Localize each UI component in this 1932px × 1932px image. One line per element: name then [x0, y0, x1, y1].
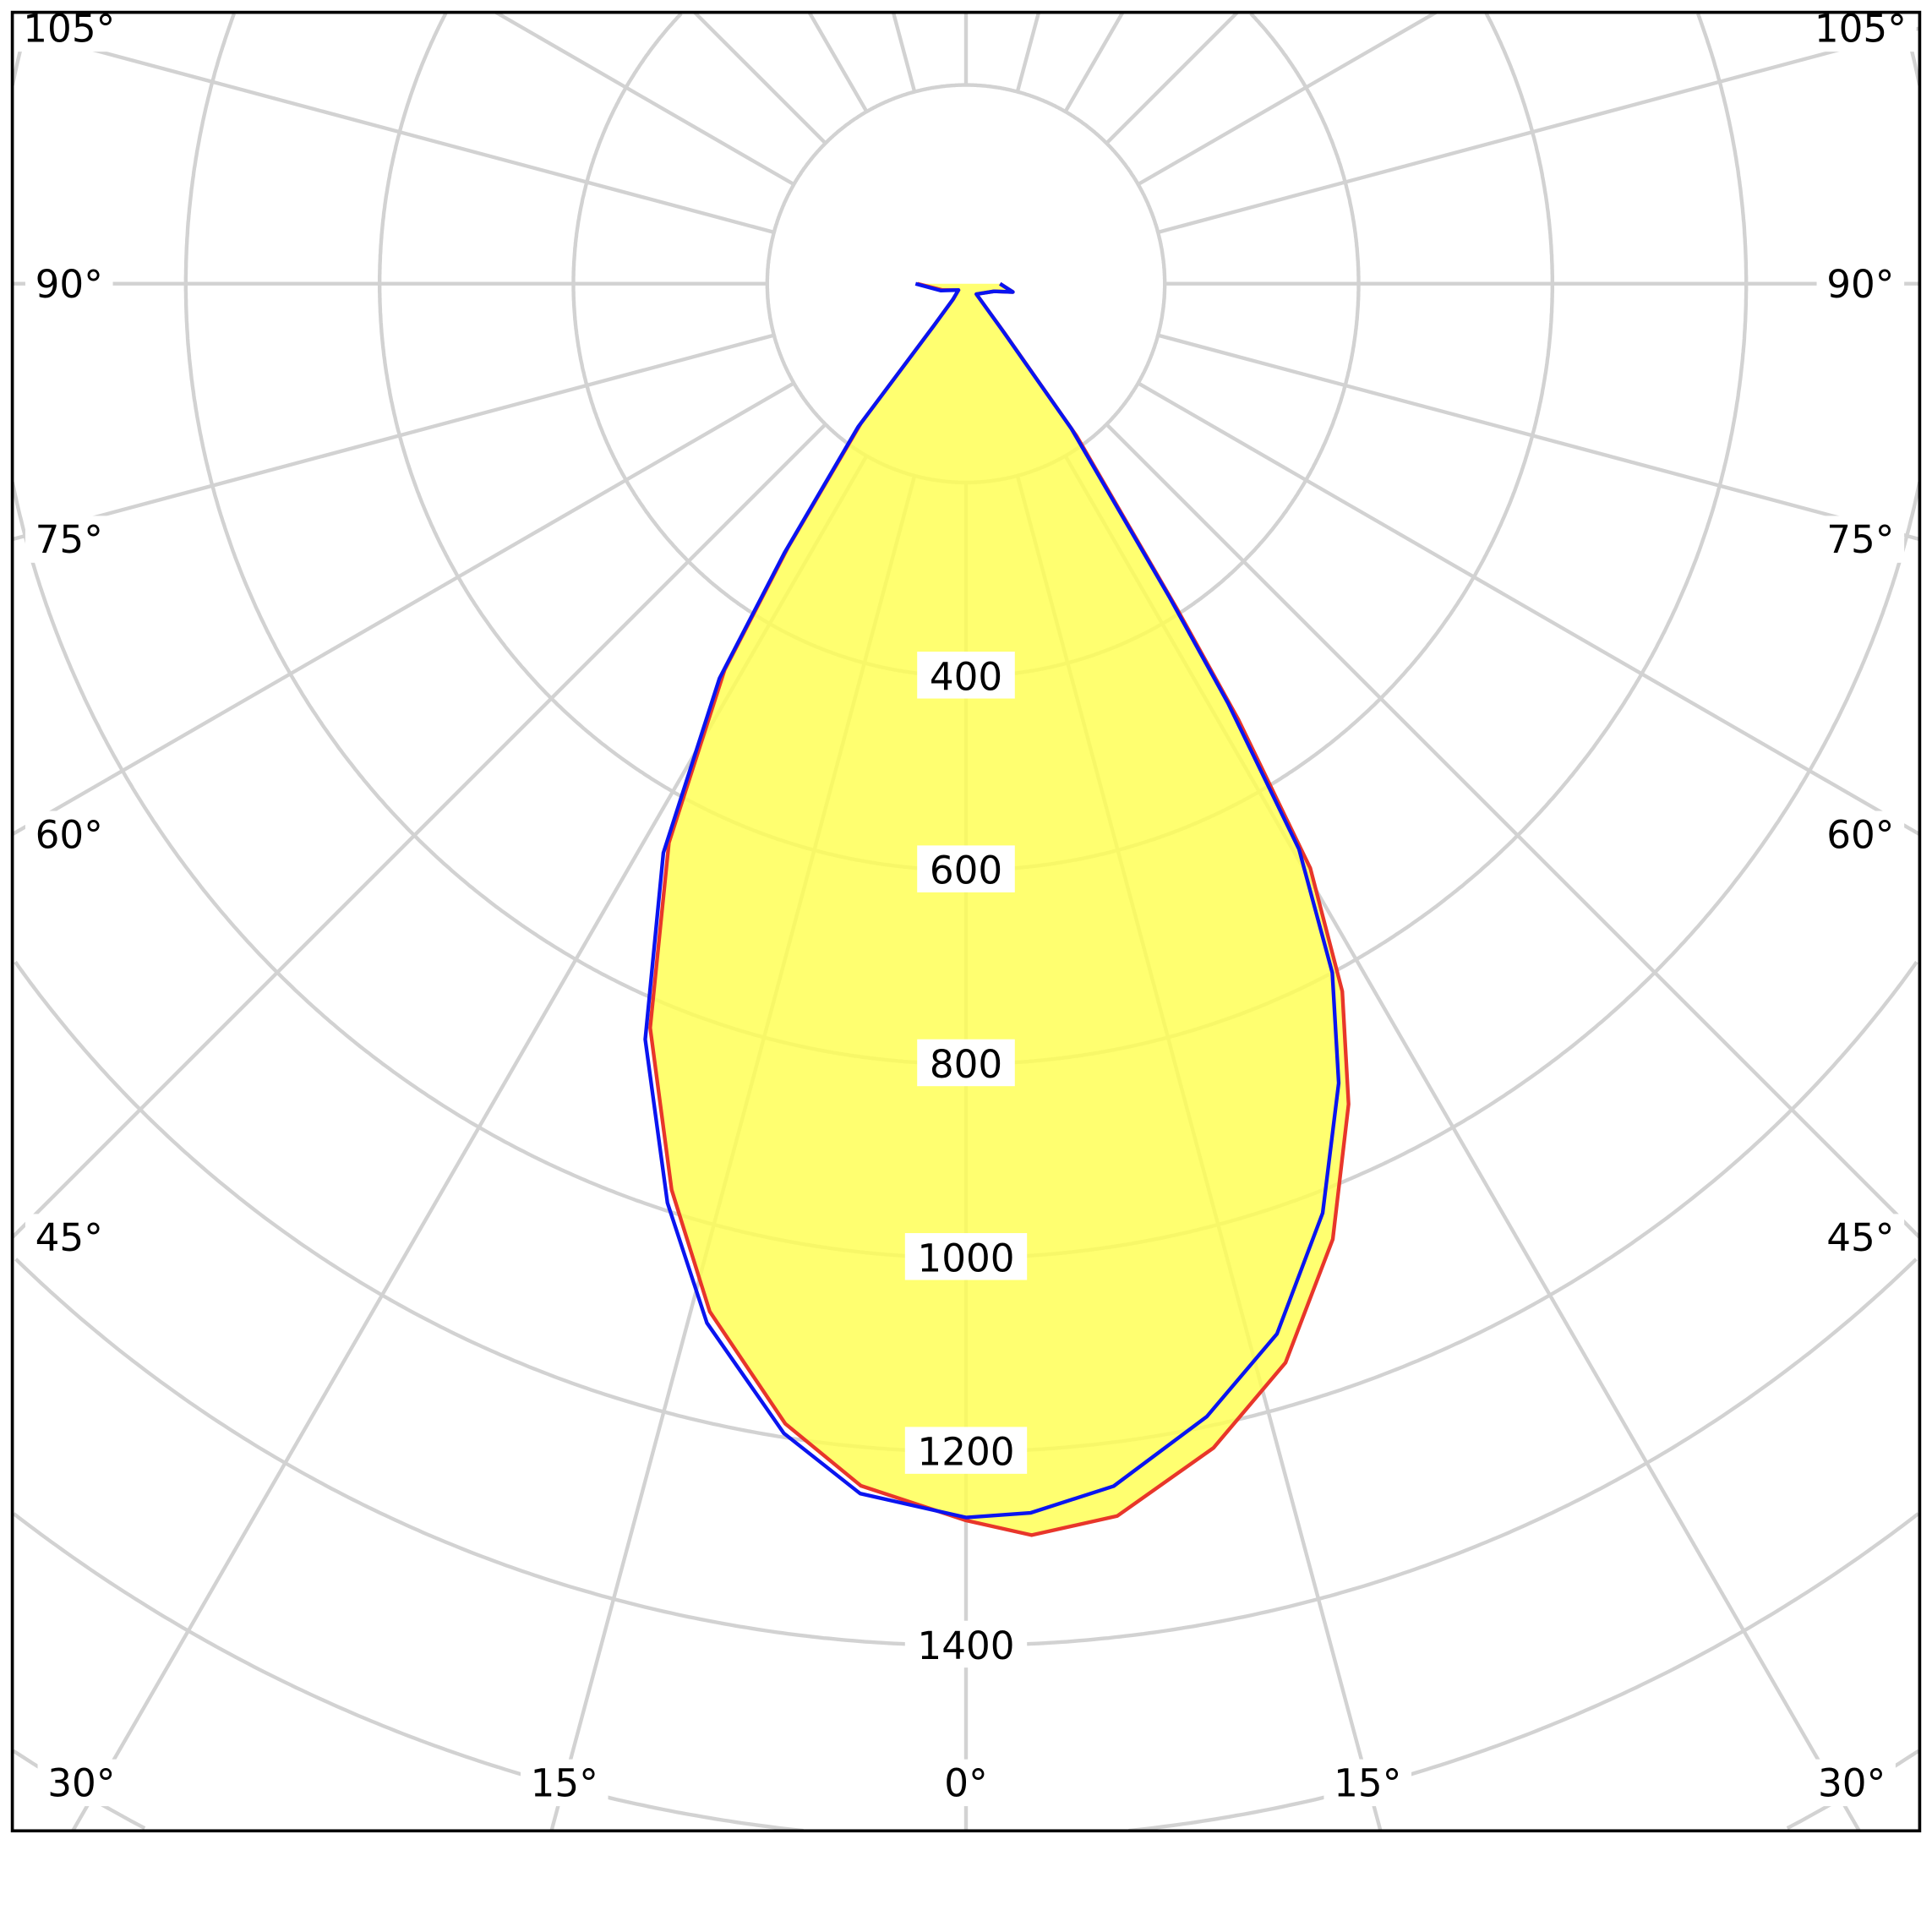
angle-tick: 15°	[520, 1759, 609, 1807]
angle-tick: 90°	[25, 260, 113, 308]
grid-spoke	[1105, 12, 1239, 145]
angle-tick: 60°	[1816, 810, 1905, 858]
angle-tick-label: 60°	[35, 812, 103, 857]
grid-spoke	[1137, 381, 1920, 837]
radial-tick: 800	[917, 1039, 1015, 1087]
grid-spoke	[12, 26, 775, 234]
grid-spoke	[1157, 333, 1920, 542]
radial-tick-label: 1400	[917, 1624, 1014, 1668]
angle-label-bg	[1816, 1214, 1905, 1261]
angle-tick-label: 15°	[1334, 1760, 1401, 1805]
radial-tick-label: 1000	[917, 1236, 1014, 1280]
grid-ring-1600	[12, 1512, 1920, 1831]
radial-label-bg	[917, 845, 1015, 892]
radial-tick: 600	[917, 845, 1015, 893]
grid-ring-1400	[14, 1258, 1918, 1648]
series-fill-0	[650, 283, 1349, 1536]
angle-tick-label: 45°	[1826, 1215, 1894, 1260]
angle-tick-label: 0°	[944, 1760, 987, 1805]
radial-tick-label: 1200	[917, 1430, 1014, 1475]
radial-label-bg	[904, 1233, 1028, 1280]
angle-tick: 45°	[1816, 1214, 1905, 1261]
angle-tick-label: 75°	[1826, 517, 1894, 562]
grid-spoke	[12, 333, 775, 542]
angle-label-bg	[25, 810, 113, 858]
grid-spoke	[1015, 12, 1041, 93]
angle-tick-label: 15°	[531, 1760, 598, 1805]
angle-label-bg	[1323, 1759, 1412, 1807]
grid-spoke	[12, 381, 795, 837]
grid-spoke	[693, 12, 827, 145]
series-line-1	[643, 281, 1341, 1520]
angle-tick-label: 60°	[1826, 812, 1894, 857]
angle-tick-label: 45°	[35, 1215, 103, 1260]
angle-tick: 0°	[934, 1759, 998, 1807]
angle-label-bg	[1816, 260, 1905, 308]
angle-tick-label: 90°	[1826, 262, 1894, 307]
radial-label-bg	[917, 1039, 1015, 1087]
radial-label-bg	[904, 1427, 1028, 1474]
angle-label-bg	[1816, 516, 1905, 563]
angle-tick: 60°	[25, 810, 113, 858]
angle-tick: 90°	[1816, 260, 1905, 308]
radial-label-bg	[904, 1620, 1028, 1668]
angle-tick-label: 75°	[35, 517, 103, 562]
angle-label-bg	[520, 1759, 609, 1807]
grid-spoke	[891, 12, 917, 93]
radial-tick-label: 800	[930, 1042, 1002, 1087]
angle-tick: 15°	[1323, 1759, 1412, 1807]
radial-tick: 1200	[904, 1427, 1028, 1475]
grid-spoke	[807, 12, 869, 113]
angle-label-bg	[25, 1214, 113, 1261]
curves	[643, 281, 1351, 1537]
grid-spoke	[1105, 423, 1920, 1239]
angle-tick-label: 90°	[35, 262, 103, 307]
radial-tick: 400	[917, 652, 1015, 699]
angle-tick: 45°	[25, 1214, 113, 1261]
radial-tick-label: 400	[930, 654, 1002, 699]
radial-tick-label: 600	[930, 849, 1002, 893]
angle-tick: 75°	[1816, 516, 1905, 563]
radial-label-bg	[917, 652, 1015, 699]
radial-tick: 1400	[904, 1620, 1028, 1668]
radial-tick-labels: 400 600 800 1000 1200 1400	[904, 652, 1028, 1668]
radial-tick: 1000	[904, 1233, 1028, 1280]
angle-label-bg	[1808, 1759, 1896, 1807]
angle-label-bg	[25, 260, 113, 308]
angle-label-bg	[1816, 810, 1905, 858]
grid-spoke	[12, 423, 827, 1239]
angle-label-bg	[37, 1759, 126, 1807]
grid-spoke	[1063, 12, 1125, 113]
grid-spoke	[1157, 26, 1920, 234]
angle-tick: 30°	[1808, 1759, 1896, 1807]
grid-spoke	[1137, 12, 1438, 187]
plot-frame	[10, 10, 1922, 1833]
angle-tick-label: 30°	[1818, 1760, 1886, 1805]
angle-tick: 30°	[37, 1759, 126, 1807]
angle-label-bg	[934, 1759, 998, 1807]
grid-spoke	[494, 12, 795, 187]
angle-label-bg	[25, 516, 113, 563]
angle-tick-label: 30°	[47, 1760, 115, 1805]
angle-tick: 75°	[25, 516, 113, 563]
